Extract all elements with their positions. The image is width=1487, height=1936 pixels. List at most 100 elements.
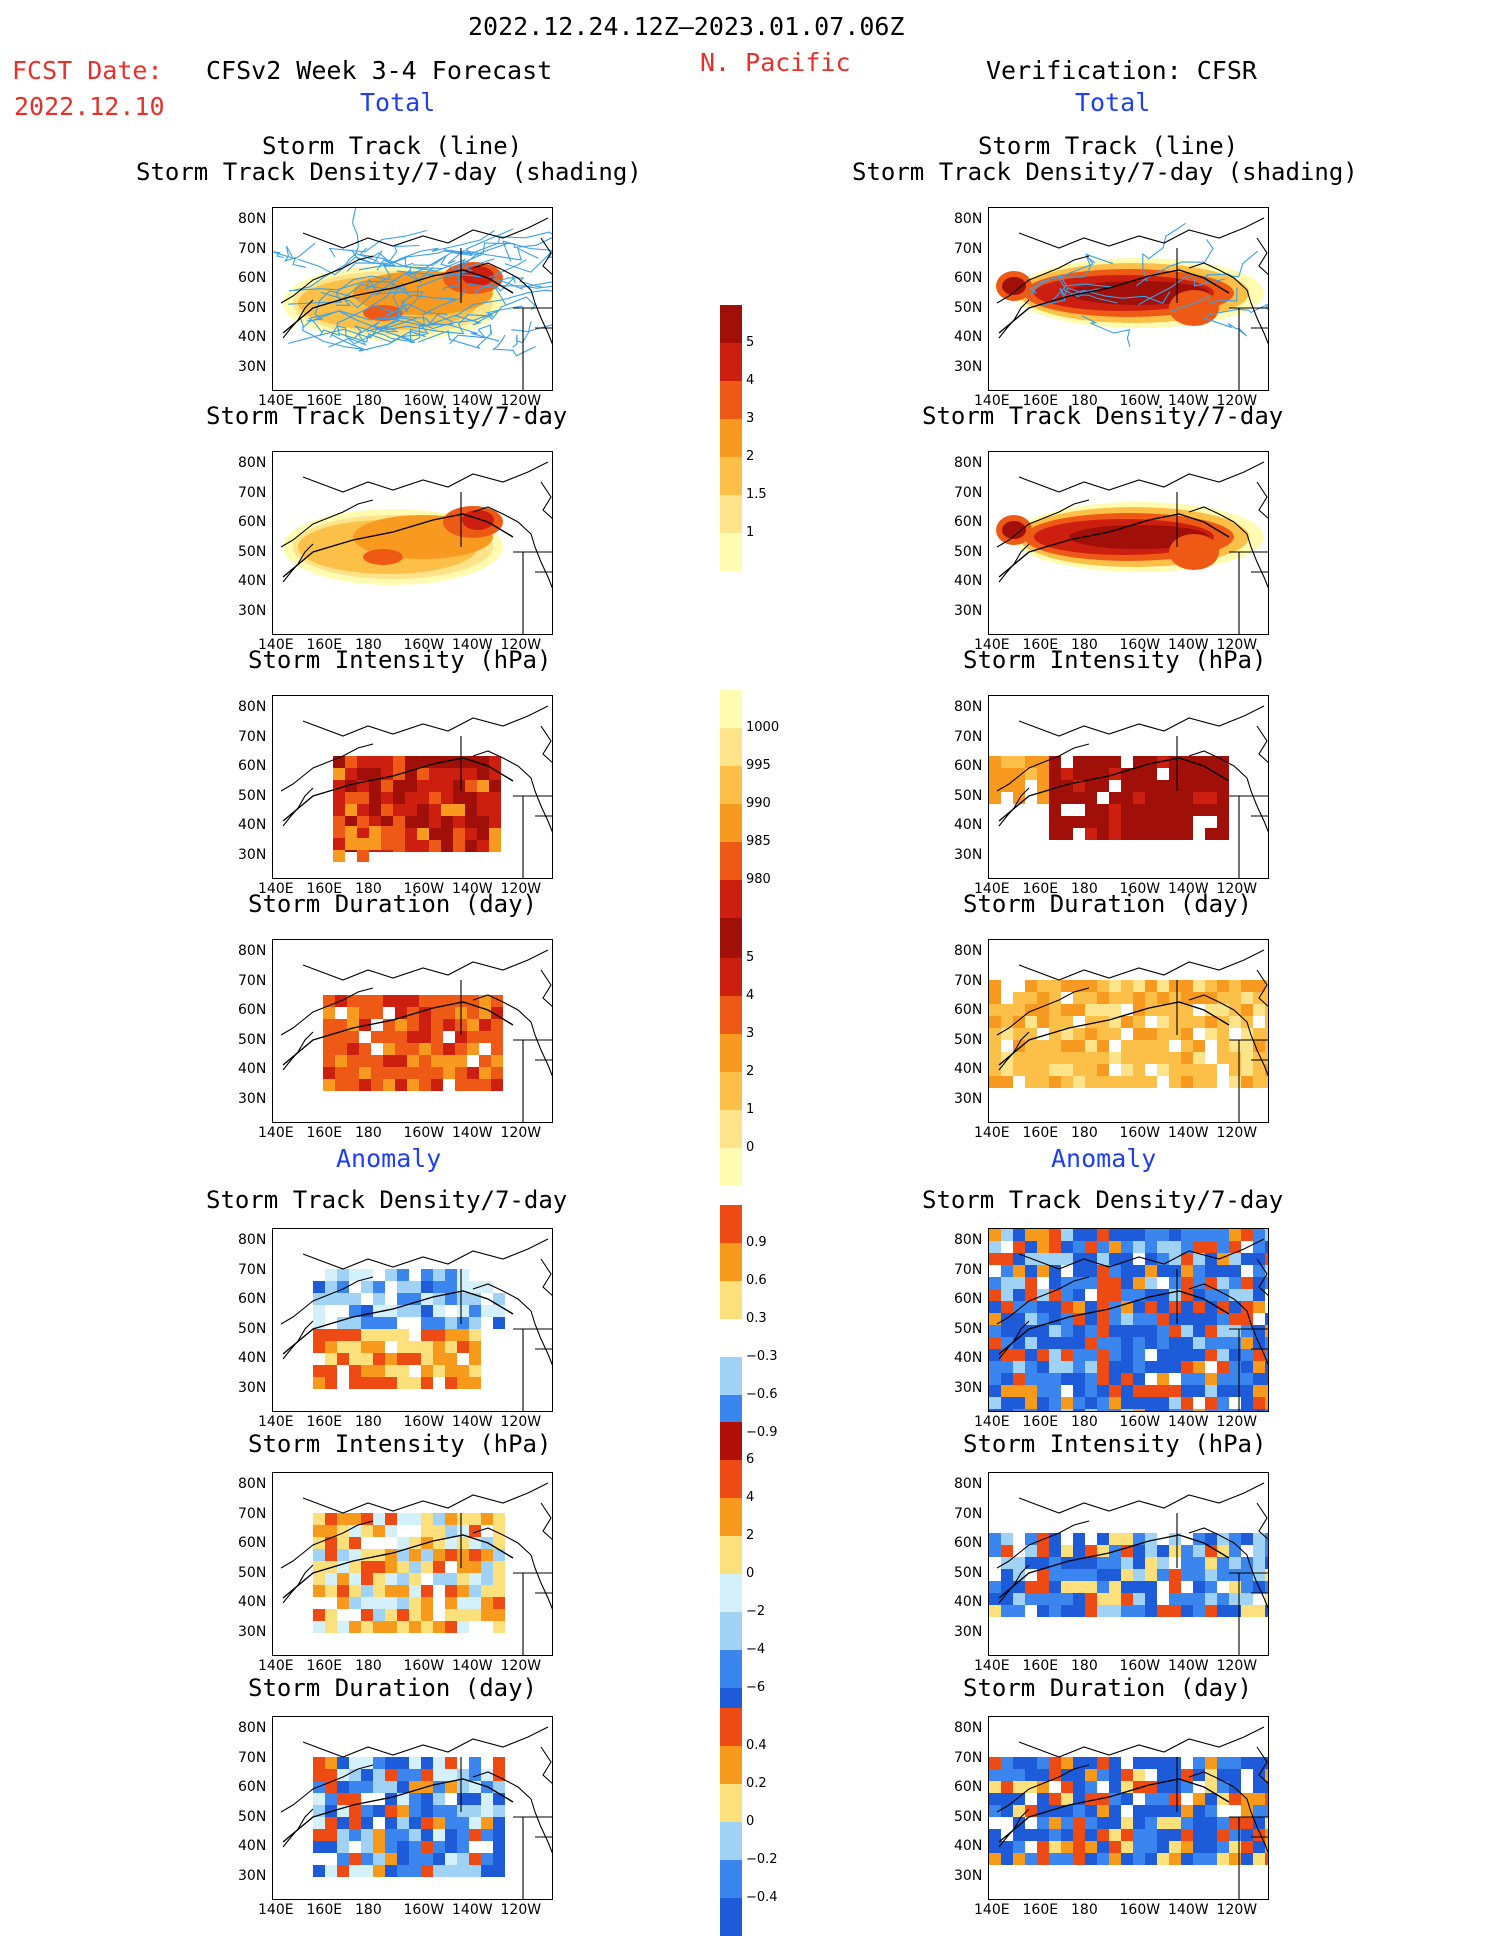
colorbar-density_anom: [720, 1205, 742, 1471]
title-duration-anom-left: Storm Duration (day): [248, 1674, 537, 1702]
lon-tick-label: 140W: [452, 881, 493, 897]
title-duration-anom-right: Storm Duration (day): [963, 1674, 1252, 1702]
lat-tick-label: 60N: [238, 758, 267, 774]
map-track-cfsr: [988, 207, 1269, 391]
map-density-cfsr: [988, 451, 1269, 635]
lon-tick-label: 140E: [974, 637, 1010, 653]
lat-tick-label: 60N: [954, 758, 983, 774]
lon-tick-label: 140E: [974, 1125, 1010, 1141]
lon-tick-label: 140E: [258, 393, 294, 409]
colorbar-label: −0.4: [746, 1890, 778, 1905]
title-track-shading-left: Storm Track Density/7-day (shading): [136, 158, 642, 186]
lon-tick-label: 160E: [1022, 881, 1059, 897]
lat-tick-label: 80N: [238, 1232, 267, 1248]
lon-tick-label: 140E: [974, 1414, 1010, 1430]
lon-tick-label: 160W: [1119, 1902, 1161, 1918]
colorbar-label: 1000: [746, 720, 780, 735]
lat-tick-label: 80N: [238, 455, 267, 471]
colorbar-label: 2: [746, 1064, 755, 1079]
lon-tick-label: 120W: [500, 1658, 542, 1674]
lat-tick-label: 70N: [238, 1261, 267, 1278]
lon-tick-label: 180: [1071, 637, 1098, 653]
lat-tick-label: 60N: [238, 1291, 267, 1307]
lat-tick-label: 30N: [238, 1090, 267, 1107]
lon-tick-label: 140W: [452, 393, 493, 409]
colorbar-segment: [720, 996, 742, 1034]
colorbar-segment: [720, 1612, 742, 1650]
colorbar-segment: [720, 1243, 742, 1281]
lat-tick-label: 50N: [954, 299, 983, 316]
colorbar-label: 0: [746, 1566, 755, 1581]
lat-tick-label: 40N: [238, 573, 267, 589]
map-duration-cfsr: [988, 939, 1269, 1123]
lon-tick-label: 140E: [258, 1125, 294, 1141]
colorbar-segment: [720, 804, 742, 842]
lat-tick-label: 80N: [954, 211, 983, 227]
lon-tick-label: 160E: [306, 1902, 343, 1918]
colorbar-label: 0: [746, 1814, 755, 1829]
lon-tick-label: 140W: [1168, 1658, 1209, 1674]
colorbar-segment: [720, 1357, 742, 1395]
colorbar-segment: [720, 1746, 742, 1784]
lon-tick-label: 160E: [306, 1125, 343, 1141]
title-intensity-anom-right: Storm Intensity (hPa): [963, 1430, 1267, 1458]
lat-tick-label: 50N: [954, 1808, 983, 1825]
lon-tick-label: 120W: [500, 393, 542, 409]
lon-tick-label: 160W: [403, 1902, 445, 1918]
lon-tick-label: 180: [355, 881, 382, 897]
lon-tick-label: 120W: [1216, 1902, 1258, 1918]
colorbar-intensity_anom: [720, 1422, 742, 1726]
lat-tick-label: 30N: [954, 602, 983, 619]
lon-tick-label: 140W: [1168, 1414, 1209, 1430]
map-danom-cfsv2: [272, 1228, 553, 1412]
lon-tick-label: 160E: [1022, 637, 1059, 653]
colorbar-label: 5: [746, 950, 755, 965]
lat-tick-label: 50N: [954, 787, 983, 804]
fcst-date-label: FCST Date:: [12, 56, 163, 85]
lat-tick-label: 70N: [238, 972, 267, 989]
lat-tick-label: 50N: [238, 1808, 267, 1825]
title-duration-left: Storm Duration (day): [248, 890, 537, 918]
colorbar-label: 0.9: [746, 1235, 767, 1250]
colorbar-segment: [720, 1574, 742, 1612]
colorbar-label: −0.3: [746, 1349, 778, 1364]
lon-tick-label: 160E: [1022, 1414, 1059, 1430]
lat-tick-label: 40N: [954, 1061, 983, 1077]
title-intensity-anom-left: Storm Intensity (hPa): [248, 1430, 552, 1458]
colorbar-label: 985: [746, 834, 771, 849]
anomaly-left-label: Anomaly: [336, 1144, 442, 1173]
lon-tick-label: 140W: [1168, 881, 1209, 897]
lat-tick-label: 80N: [954, 943, 983, 959]
lon-tick-label: 140E: [974, 1902, 1010, 1918]
colorbar-label: 1.5: [746, 487, 767, 502]
lat-tick-label: 70N: [238, 240, 267, 257]
lat-tick-label: 60N: [238, 1002, 267, 1018]
lat-tick-label: 70N: [954, 1749, 983, 1766]
lat-tick-label: 30N: [238, 1867, 267, 1884]
lon-tick-label: 180: [1071, 1414, 1098, 1430]
lat-tick-label: 50N: [954, 543, 983, 560]
lon-tick-label: 140W: [1168, 393, 1209, 409]
map-ianom-cfsv2: [272, 1472, 553, 1656]
lat-tick-label: 70N: [954, 484, 983, 501]
colorbar-label: 0: [746, 1140, 755, 1155]
title-density-right: Storm Track Density/7-day: [922, 402, 1284, 430]
lon-tick-label: 140E: [974, 1658, 1010, 1674]
colorbar-label: 2: [746, 1528, 755, 1543]
lat-tick-label: 40N: [954, 817, 983, 833]
lon-tick-label: 180: [1071, 1902, 1098, 1918]
lon-tick-label: 120W: [500, 1414, 542, 1430]
colorbar-segment: [720, 958, 742, 996]
lat-tick-label: 30N: [954, 1867, 983, 1884]
anomaly-right-label: Anomaly: [1051, 1144, 1157, 1173]
lat-tick-label: 60N: [954, 1535, 983, 1551]
colorbar-label: 5: [746, 335, 755, 350]
lon-tick-label: 160E: [1022, 393, 1059, 409]
colorbar-label: 1: [746, 525, 755, 540]
lat-tick-label: 40N: [238, 1061, 267, 1077]
lat-tick-label: 40N: [954, 573, 983, 589]
colorbar-segment: [720, 920, 742, 958]
lat-tick-label: 50N: [238, 1031, 267, 1048]
lat-tick-label: 50N: [238, 299, 267, 316]
colorbar-segment: [720, 690, 742, 728]
